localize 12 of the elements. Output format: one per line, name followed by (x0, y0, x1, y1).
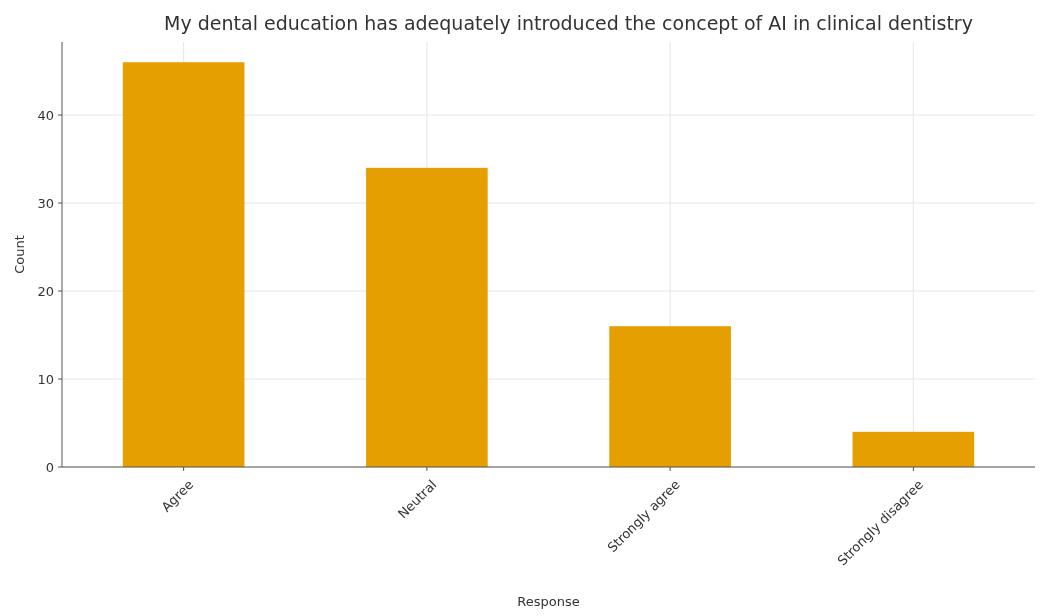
y-tick-label: 20 (37, 283, 54, 299)
bar (609, 326, 731, 467)
bar (852, 431, 975, 467)
x-axis-title: Response (517, 594, 580, 609)
y-tick-label: 30 (37, 195, 54, 211)
bar (366, 167, 488, 467)
chart-title: My dental education has adequately introduced the concept of AI in clinical dentistry (164, 12, 973, 34)
y-tick-label: 40 (37, 107, 54, 123)
y-axis-title: Count (12, 235, 27, 274)
y-tick-label: 0 (45, 459, 54, 475)
bar (122, 62, 245, 467)
y-tick-label: 10 (37, 371, 54, 387)
